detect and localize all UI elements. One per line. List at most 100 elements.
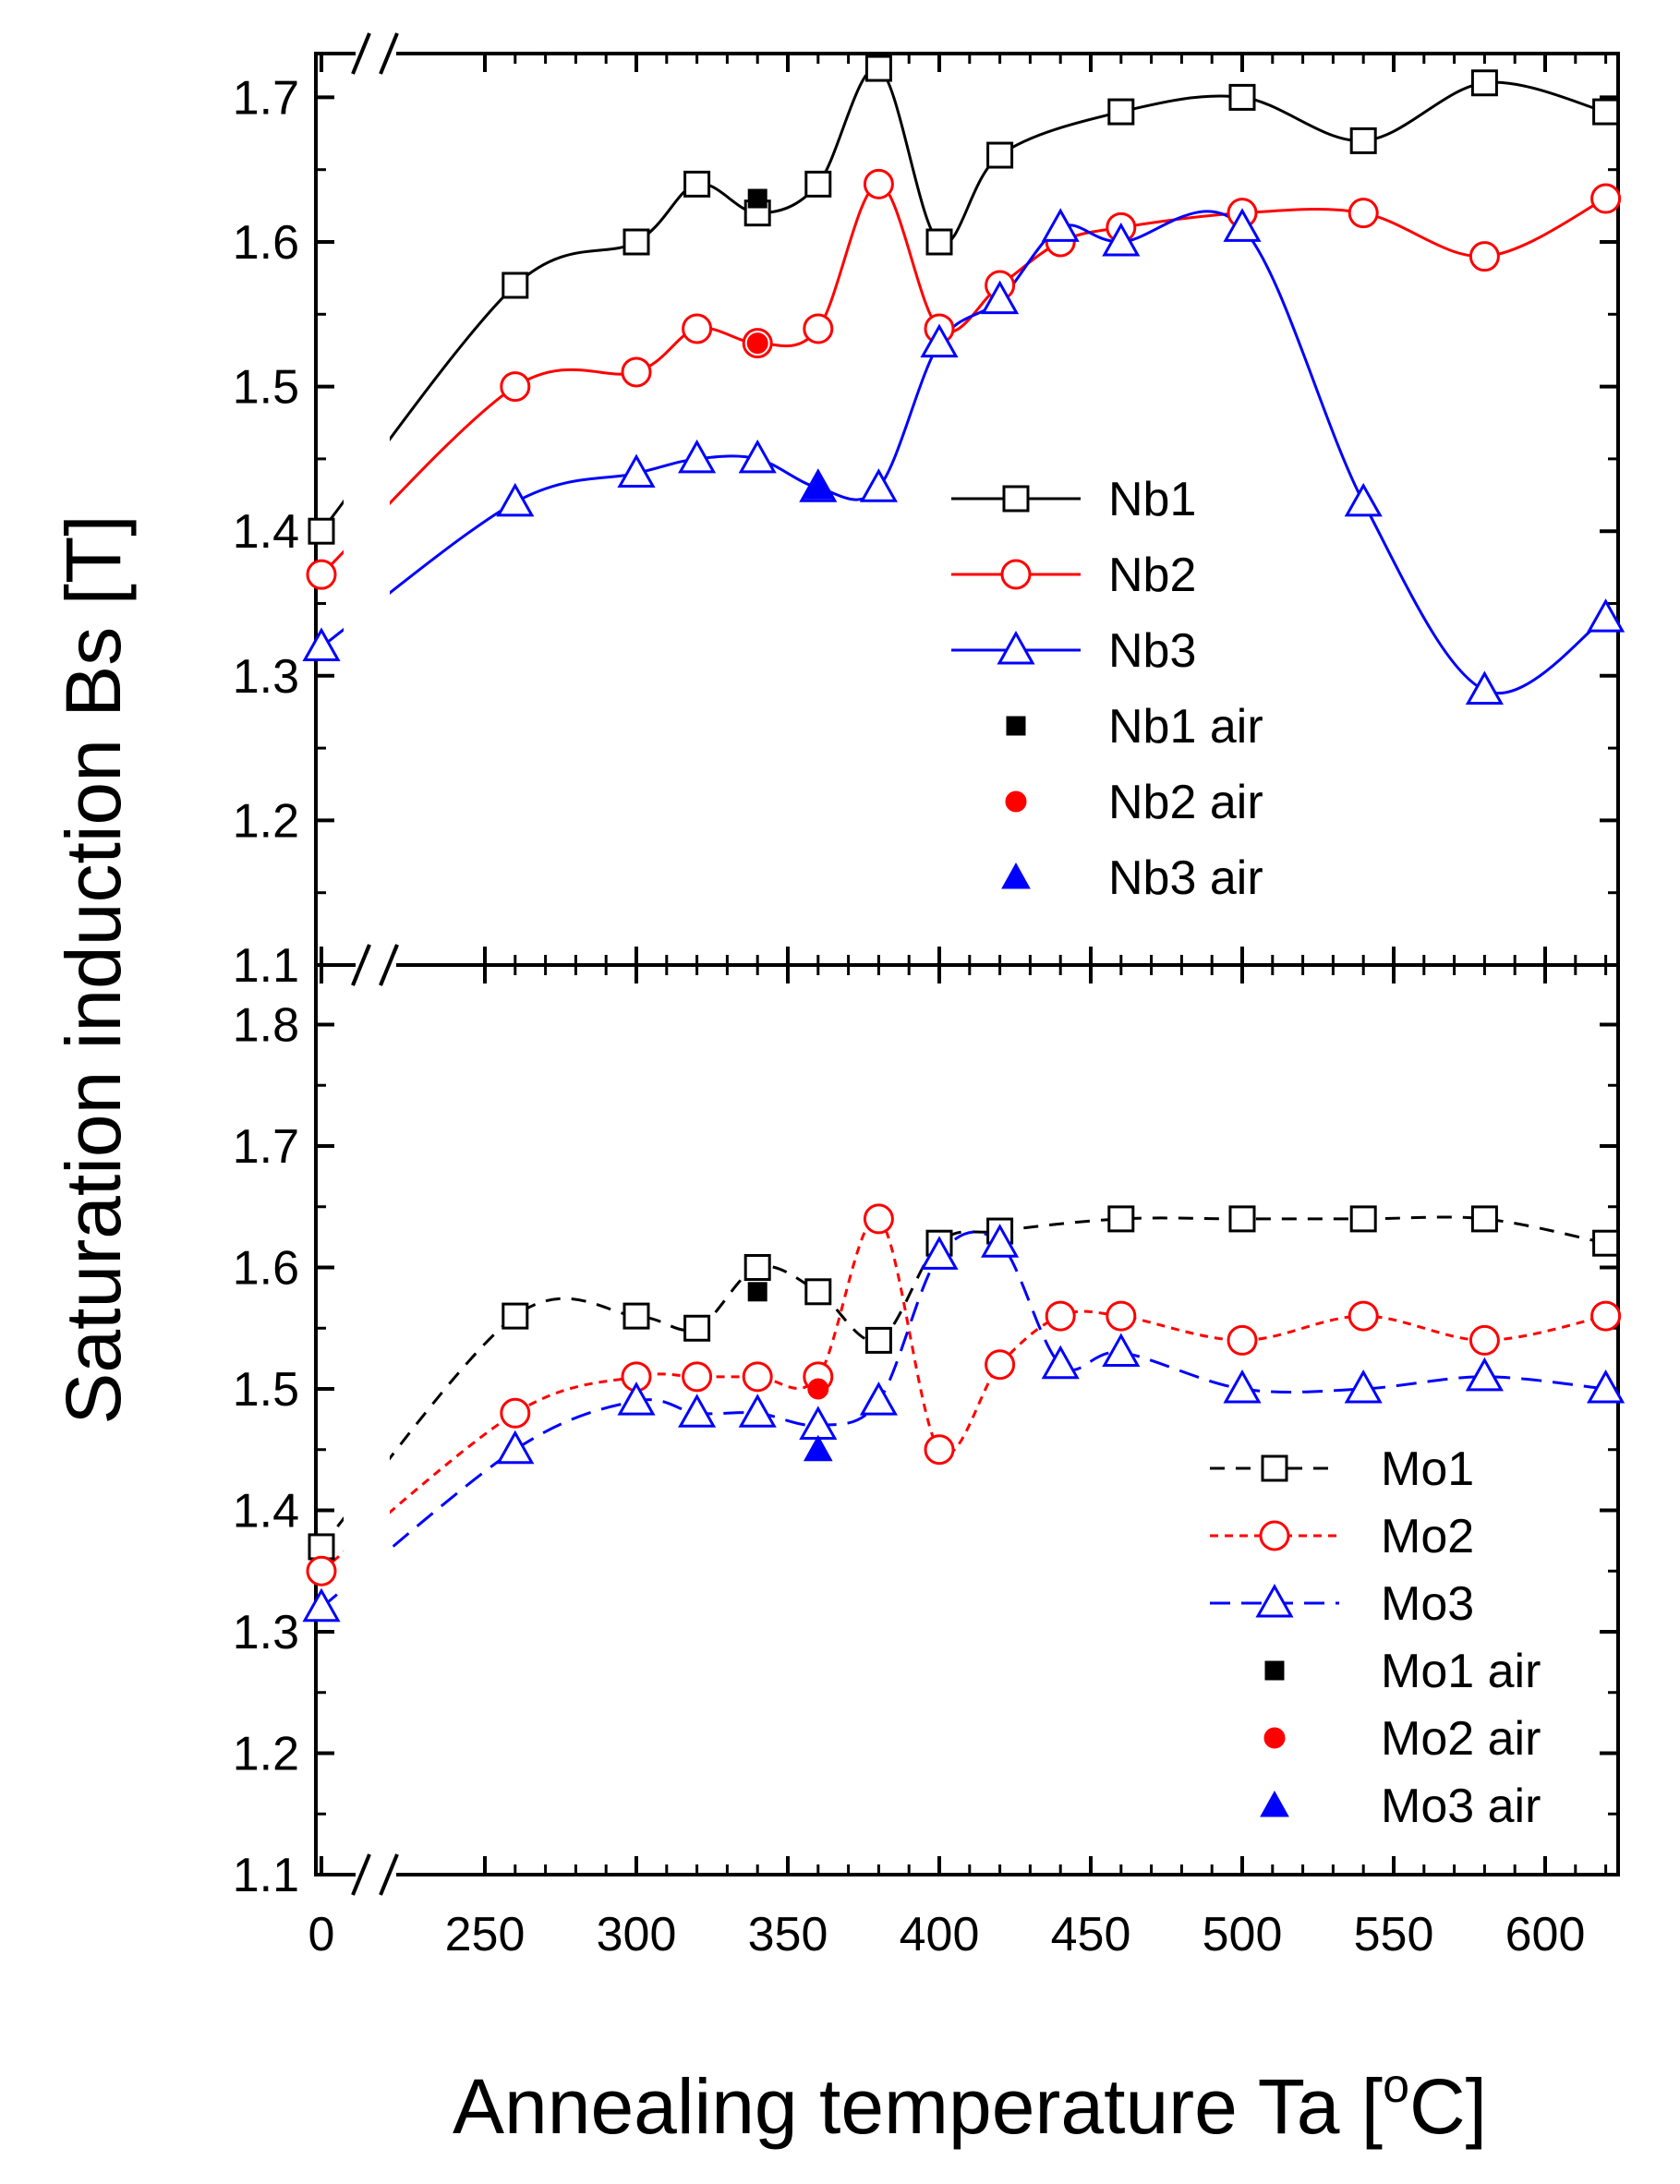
- x-tick-label: 300: [597, 1908, 677, 1961]
- data-point-mo2: [863, 1203, 894, 1235]
- x-axis-title-unit: C]: [1409, 2063, 1487, 2150]
- data-point-mo3-air: [803, 1434, 833, 1462]
- data-point-nb2: [621, 356, 652, 388]
- x-tick-label: 0: [308, 1908, 335, 1961]
- legend-label-mo2-air: Mo2 air: [1381, 1712, 1541, 1766]
- data-point-mo1: [1470, 1205, 1498, 1233]
- data-point-nb3: [1587, 598, 1626, 633]
- legend-marker-nb3-air: [1001, 862, 1031, 889]
- y-tick-label: 1.8: [233, 999, 299, 1053]
- data-point-mo1: [1107, 1205, 1135, 1233]
- bottom-panel: 1.1 1.2 1.3 1.4 1.5 1.6 1.7 1.8 0 250 300 350 400 450…: [233, 944, 1626, 1961]
- y-tick-label: 1.1: [233, 1849, 299, 1902]
- legend-marker-nb2-air: [1005, 790, 1027, 813]
- data-point-nb3: [738, 439, 777, 474]
- curve-break-gap: [344, 81, 390, 937]
- y-tick-label: 1.3: [233, 650, 299, 704]
- legend-label-nb2-air: Nb2 air: [1108, 776, 1263, 829]
- data-point-nb2: [1590, 183, 1622, 214]
- data-point-nb3: [1223, 208, 1262, 242]
- data-point-nb3: [617, 453, 656, 489]
- legend-marker-mo1: [1261, 1454, 1288, 1482]
- x-tick-label: 250: [445, 1908, 526, 1961]
- legend-label-nb3: Nb3: [1108, 624, 1196, 678]
- y-tick-label: 1.2: [233, 794, 299, 848]
- data-point-mo3: [1041, 1345, 1080, 1380]
- data-point-mo3: [496, 1430, 535, 1465]
- legend-label-mo3-air: Mo3 air: [1381, 1780, 1541, 1833]
- data-point-nb3: [678, 439, 717, 474]
- legend-label-nb1: Nb1: [1108, 473, 1196, 526]
- x-tick-label: 550: [1354, 1908, 1434, 1961]
- y-tick-label: 1.5: [233, 1363, 299, 1417]
- x-axis-title-main: Annealing temperature Ta [: [453, 2063, 1383, 2150]
- data-point-nb2-air: [746, 332, 768, 355]
- data-point-nb3: [981, 280, 1020, 315]
- data-point-nb3: [859, 468, 898, 502]
- data-point-mo2: [682, 1361, 713, 1393]
- legend-marker-mo2: [1259, 1520, 1290, 1551]
- data-point-nb3: [920, 323, 959, 358]
- data-point-nb3: [1344, 482, 1383, 517]
- data-point-mo2: [1045, 1300, 1076, 1332]
- data-point-mo3: [678, 1394, 717, 1428]
- x-tick-label: 600: [1505, 1908, 1586, 1961]
- data-point-mo2: [500, 1397, 531, 1429]
- x-tick-label: 350: [748, 1908, 828, 1961]
- data-point-nb2: [500, 371, 531, 403]
- y-tick-label: 1.6: [233, 216, 299, 270]
- y-tick-label: 1.4: [233, 1485, 299, 1538]
- data-point-mo1: [683, 1314, 711, 1342]
- data-point-mo1: [1349, 1205, 1377, 1233]
- legend-marker-nb1: [1002, 485, 1030, 513]
- data-point-nb1-air: [747, 188, 767, 209]
- data-point-mo2: [1227, 1324, 1258, 1356]
- axis-break-mark: [351, 944, 371, 986]
- data-point-mo2: [1348, 1300, 1379, 1332]
- data-point-mo3: [1223, 1369, 1262, 1404]
- data-point-nb2: [682, 313, 713, 344]
- data-point-mo2: [306, 1555, 337, 1587]
- data-point-mo2: [924, 1434, 955, 1466]
- axis-break-mark: [351, 32, 371, 75]
- legend-label-nb1-air: Nb1 air: [1108, 700, 1263, 754]
- curve-break-gap: [344, 993, 390, 1847]
- legend-label-nb2: Nb2: [1108, 549, 1196, 602]
- data-point-mo1: [804, 1278, 832, 1306]
- plot-frame: [314, 963, 1620, 1876]
- data-point-mo3: [1102, 1333, 1141, 1368]
- legend-label-mo1-air: Mo1 air: [1381, 1645, 1541, 1698]
- data-point-mo1: [1592, 1229, 1620, 1257]
- axis-break-mark: [379, 944, 399, 986]
- data-point-mo3: [1344, 1369, 1383, 1404]
- data-point-nb2: [803, 313, 834, 344]
- data-point-mo3: [859, 1382, 898, 1416]
- data-point-nb1: [683, 170, 711, 198]
- data-point-mo2: [742, 1361, 773, 1393]
- legend-marker-nb1-air: [1006, 716, 1026, 736]
- data-point-nb3-air: [803, 473, 833, 500]
- data-point-mo1: [622, 1302, 650, 1330]
- data-point-mo3: [1465, 1357, 1504, 1392]
- data-point-mo1: [1228, 1205, 1256, 1233]
- x-tick-label: 450: [1051, 1908, 1131, 1961]
- legend-label-mo1: Mo1: [1381, 1442, 1474, 1496]
- data-point-nb1: [864, 54, 892, 82]
- data-point-nb2: [1468, 241, 1500, 272]
- data-point-nb1: [1592, 98, 1620, 126]
- data-point-mo3: [1587, 1369, 1626, 1404]
- data-point-mo2: [1468, 1324, 1500, 1356]
- y-tick-label: 1.1: [233, 939, 299, 993]
- x-tick-label: 400: [900, 1908, 980, 1961]
- data-point-nb2: [863, 168, 894, 199]
- data-point-mo3: [738, 1394, 777, 1428]
- y-tick-label: 1.6: [233, 1242, 299, 1296]
- legend-marker-mo1-air: [1264, 1660, 1285, 1681]
- data-point-mo2: [985, 1349, 1016, 1381]
- data-point-mo1: [502, 1302, 529, 1330]
- data-point-nb1: [1228, 83, 1256, 111]
- legend-label-mo3: Mo3: [1381, 1577, 1474, 1631]
- data-point-nb2: [306, 559, 337, 590]
- data-point-nb3: [496, 482, 535, 517]
